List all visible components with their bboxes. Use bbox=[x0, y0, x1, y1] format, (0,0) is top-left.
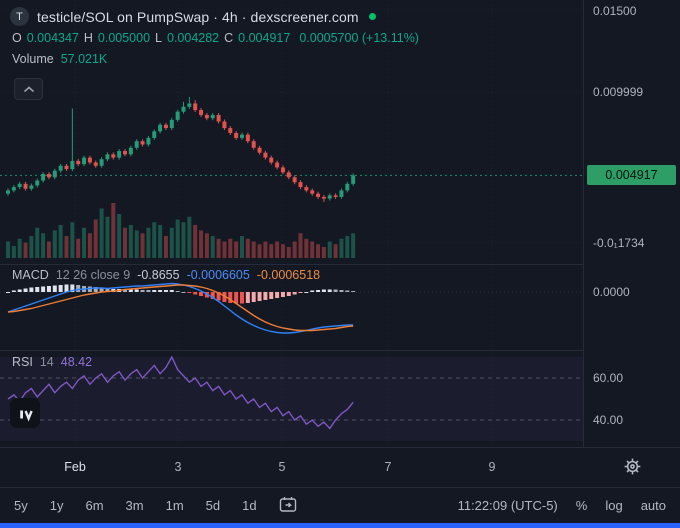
range-3m[interactable]: 3m bbox=[125, 498, 144, 513]
collapse-legend-button[interactable] bbox=[14, 78, 43, 100]
range-1m[interactable]: 1m bbox=[165, 498, 184, 513]
gear-icon bbox=[624, 458, 641, 475]
range-5d[interactable]: 5d bbox=[205, 498, 221, 513]
chevron-up-icon bbox=[23, 85, 34, 92]
ohlc-row: O 0.004347 H 0.005000 L 0.004282 C 0.004… bbox=[12, 31, 419, 45]
range-buttons: 5y 1y 6m 3m 1m 5d 1d bbox=[14, 496, 298, 516]
high-label: H bbox=[83, 31, 93, 45]
open-label: O bbox=[12, 31, 22, 45]
close-label: C bbox=[224, 31, 234, 45]
percent-scale-button[interactable]: % bbox=[575, 498, 588, 513]
bottom-toolbar: 5y 1y 6m 3m 1m 5d 1d 11:22:09 bbox=[0, 487, 680, 523]
volume-label: Volume bbox=[12, 52, 54, 66]
rsi-param: 14 bbox=[39, 355, 54, 369]
low-value: 0.004282 bbox=[167, 31, 220, 45]
low-label: L bbox=[155, 31, 162, 45]
high-value: 0.005000 bbox=[97, 31, 151, 45]
range-5y[interactable]: 5y bbox=[14, 498, 28, 513]
log-scale-button[interactable]: log bbox=[605, 498, 623, 513]
rsi-upper-label: 60.00 bbox=[593, 371, 624, 385]
time-axis[interactable]: Feb 3 5 7 9 bbox=[0, 447, 680, 488]
time-tick-3: 3 bbox=[174, 460, 182, 474]
tradingview-logo[interactable] bbox=[10, 398, 40, 428]
market-open-dot bbox=[368, 13, 376, 20]
macd-signal-value: -0.0006518 bbox=[256, 268, 321, 282]
time-tick-feb: Feb bbox=[64, 460, 86, 474]
macd-name: MACD bbox=[12, 268, 49, 282]
last-price-badge: 0.004917 bbox=[587, 165, 676, 185]
auto-scale-button[interactable]: auto bbox=[640, 498, 666, 513]
price-axis[interactable]: 0.01500 0.009999 0.004917 -0.0₁1734 0.00… bbox=[583, 0, 680, 487]
range-1d[interactable]: 1d bbox=[242, 498, 257, 513]
time-tick-7: 7 bbox=[384, 460, 392, 474]
price-label-upper: 0.009999 bbox=[593, 85, 644, 99]
range-6m[interactable]: 6m bbox=[85, 498, 104, 513]
macd-legend[interactable]: MACD 12 26 close 9 -0.8655 -0.0006605 -0… bbox=[12, 268, 320, 282]
clock-timezone[interactable]: 11:22:09 (UTC-5) bbox=[457, 498, 558, 513]
calendar-icon bbox=[279, 496, 296, 512]
rsi-lower-label: 40.00 bbox=[593, 413, 624, 427]
price-label-lower: -0.0₁1734 bbox=[593, 236, 645, 250]
macd-hist-value: -0.8655 bbox=[137, 268, 180, 282]
symbol-legend[interactable]: T testicle/SOL on PumpSwap · 4h · dexscr… bbox=[10, 7, 376, 26]
macd-zero-label: 0.0000 bbox=[593, 285, 630, 299]
chart-settings-button[interactable] bbox=[624, 458, 641, 480]
go-to-date-button[interactable] bbox=[279, 496, 298, 516]
macd-line-value: -0.0006605 bbox=[186, 268, 250, 282]
time-tick-5: 5 bbox=[278, 460, 286, 474]
close-value: 0.004917 bbox=[238, 31, 291, 45]
price-label-top: 0.01500 bbox=[593, 4, 637, 18]
bottom-accent-bar bbox=[0, 523, 680, 528]
toolbar-right: 11:22:09 (UTC-5) % log auto bbox=[458, 498, 666, 513]
tradingview-logo-icon bbox=[19, 410, 33, 422]
range-1y[interactable]: 1y bbox=[49, 498, 64, 513]
volume-value: 57.021K bbox=[60, 52, 108, 66]
volume-row: Volume 57.021K bbox=[12, 52, 107, 66]
time-tick-9: 9 bbox=[488, 460, 496, 474]
price-chart-canvas[interactable] bbox=[0, 0, 583, 487]
symbol-title: testicle/SOL on PumpSwap · 4h · dexscree… bbox=[37, 8, 359, 25]
rsi-legend[interactable]: RSI 14 48.42 bbox=[12, 355, 92, 369]
rsi-name: RSI bbox=[12, 355, 33, 369]
token-avatar: T bbox=[10, 7, 29, 26]
open-value: 0.004347 bbox=[26, 31, 79, 45]
rsi-value: 48.42 bbox=[60, 355, 93, 369]
macd-params: 12 26 close 9 bbox=[55, 268, 131, 282]
change-value: 0.0005700 (+13.11%) bbox=[299, 31, 419, 45]
